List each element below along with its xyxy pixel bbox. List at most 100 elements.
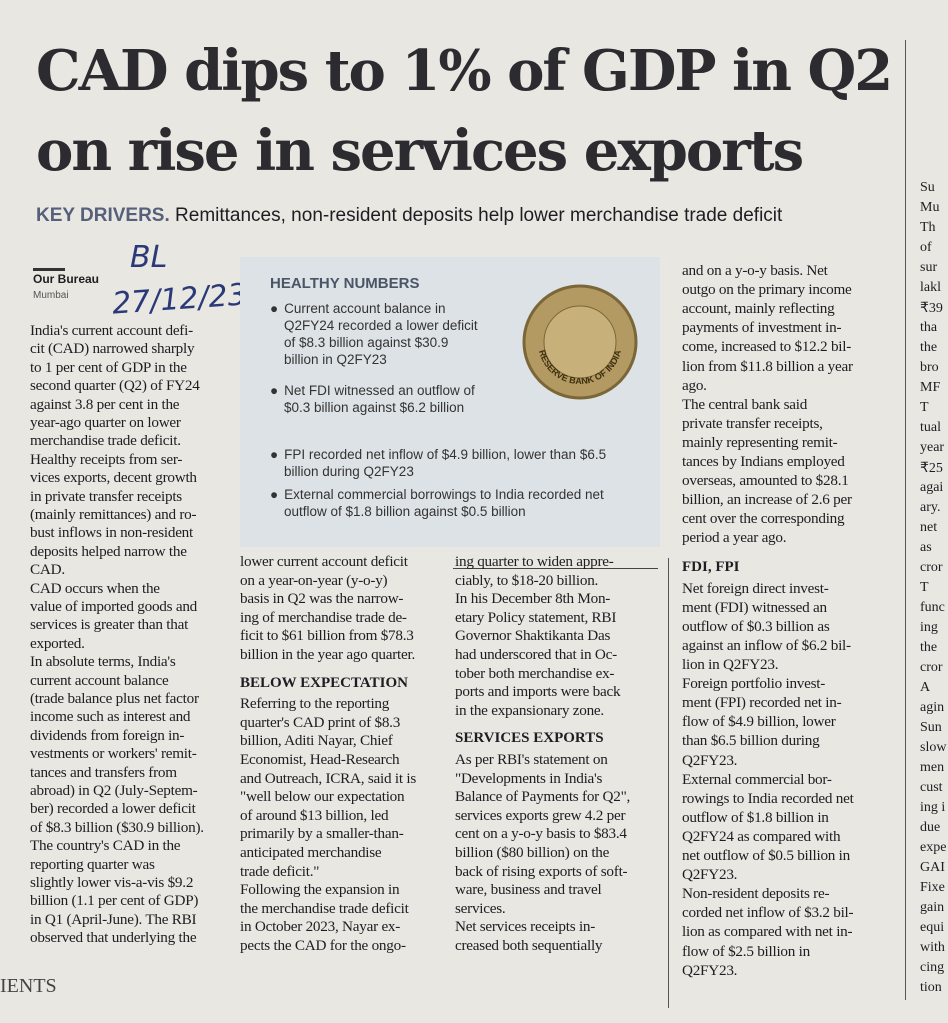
rbi-seal: RESERVE BANK OF INDIA bbox=[522, 284, 638, 400]
body-line: of $8.3 billion ($30.9 billion). bbox=[30, 818, 204, 836]
body-line: slightly lower vis-a-vis $9.2 bbox=[30, 874, 194, 891]
body-line: the merchandise trade deficit bbox=[240, 899, 409, 917]
body-line: External commercial bor- bbox=[682, 770, 832, 788]
body-line: ports and imports were back bbox=[455, 683, 621, 701]
body-line: billion (1.1 per cent of GDP) bbox=[30, 892, 199, 910]
body-line: dividends from foreign in- bbox=[30, 726, 185, 744]
subheading: SERVICES EXPORTS bbox=[455, 730, 604, 747]
box-bullet: ● Net FDI witnessed an outflow of $0.3 bi… bbox=[270, 383, 475, 415]
body-line: Balance of Payments for Q2", bbox=[455, 788, 631, 806]
body-line: CAD. bbox=[30, 561, 65, 579]
next-column-fragment: the bbox=[920, 340, 938, 355]
body-line: ficit to $61 billion from $78.3 bbox=[240, 627, 414, 645]
deck-line: KEY DRIVERS. Remittances, non-resident d… bbox=[36, 205, 782, 227]
body-line: payments of investment in- bbox=[682, 319, 842, 337]
next-column-fragment: with bbox=[920, 940, 945, 955]
body-line: had underscored that in Oc- bbox=[455, 646, 617, 663]
next-column-fragment: expe bbox=[920, 840, 947, 855]
next-column-fragment: of bbox=[920, 240, 932, 255]
body-line: tober both merchandise ex- bbox=[455, 664, 615, 682]
body-line: cit (CAD) narrowed sharply bbox=[30, 340, 195, 358]
body-line: overseas, amounted to $28.1 bbox=[682, 472, 849, 490]
body-line: billion, an increase of 2.6 per bbox=[682, 491, 852, 509]
body-line: year-ago quarter on lower bbox=[30, 414, 181, 431]
next-column-fragment: as bbox=[920, 540, 932, 555]
body-line: flow of $2.5 billion in bbox=[682, 942, 810, 960]
body-line: outflow of $1.8 billion in bbox=[682, 808, 829, 826]
body-line: "Developments in India's bbox=[455, 769, 603, 787]
next-column-fragment: year bbox=[920, 440, 945, 455]
body-line: and Outreach, ICRA, said it is bbox=[240, 769, 416, 787]
next-column-fragment: ₹39 bbox=[920, 301, 943, 316]
body-line: basis in Q2 was the narrow- bbox=[240, 590, 404, 608]
body-line: income such as interest and bbox=[30, 708, 191, 726]
next-column-fragment: T bbox=[920, 580, 929, 595]
next-column-fragment: tual bbox=[920, 420, 941, 435]
next-column-fragment: func bbox=[920, 600, 945, 615]
next-column-fragment: Mu bbox=[920, 200, 940, 215]
box-title: HEALTHY NUMBERS bbox=[270, 275, 420, 292]
body-line: Q2FY23. bbox=[682, 751, 738, 769]
body-line: flow of $4.9 billion, lower bbox=[682, 713, 836, 731]
next-column-fragment: ₹25 bbox=[920, 461, 943, 476]
body-line: services. bbox=[455, 899, 506, 917]
next-column-fragment: Sun bbox=[920, 720, 942, 735]
body-line: account, mainly reflecting bbox=[682, 300, 835, 318]
next-column-fragment: cror bbox=[920, 560, 943, 575]
body-line: ment (FDI) witnessed an bbox=[682, 598, 827, 616]
body-line: ber) recorded a lower deficit bbox=[30, 800, 196, 818]
next-column-fragment: Th bbox=[920, 220, 936, 235]
body-line: India's current account defi- bbox=[30, 322, 193, 339]
next-column-fragment: GAI bbox=[920, 860, 945, 875]
deck: Remittances, non-resident deposits help … bbox=[175, 205, 783, 226]
column-rule bbox=[668, 558, 669, 1008]
body-line: billion, Aditi Nayar, Chief bbox=[240, 732, 393, 750]
next-column-fragment: the bbox=[920, 640, 938, 655]
next-column-fragment: men bbox=[920, 760, 945, 775]
handwriting: 27/12/23 bbox=[110, 277, 248, 322]
body-line: (mainly remittances) and ro- bbox=[30, 506, 197, 523]
body-line: against 3.8 per cent in the bbox=[30, 395, 180, 413]
body-line: outflow of $0.3 billion as bbox=[682, 617, 830, 635]
next-column-fragment: MF bbox=[920, 380, 941, 395]
next-column-fragment: A bbox=[920, 680, 931, 695]
box-bullet: ● Current account balance in Q2FY24 recor… bbox=[270, 301, 478, 367]
body-line: Q2FY24 as compared with bbox=[682, 827, 841, 845]
next-column-fragment: bro bbox=[920, 360, 939, 375]
rule bbox=[453, 568, 658, 569]
headline: CAD dips to 1% of GDP in Q2 bbox=[36, 38, 893, 104]
body-line: etary Policy statement, RBI bbox=[455, 608, 617, 626]
body-line: ware, business and travel bbox=[455, 881, 602, 899]
bullet-dot: ● bbox=[270, 383, 279, 398]
body-line: pects the CAD for the ongo- bbox=[240, 937, 406, 954]
body-line: Following the expansion in bbox=[240, 881, 400, 899]
body-line: in private transfer receipts bbox=[30, 487, 182, 505]
body-line: Governor Shaktikanta Das bbox=[455, 627, 611, 645]
body-line: services is greater than that bbox=[30, 616, 189, 634]
next-column-fragment: slow bbox=[920, 740, 947, 755]
body-line: Net foreign direct invest- bbox=[682, 579, 829, 597]
body-line: corded net inflow of $3.2 bil- bbox=[682, 904, 854, 922]
body-line: CAD occurs when the bbox=[30, 579, 160, 597]
body-line: (trade balance plus net factor bbox=[30, 690, 199, 707]
byline: Our Bureau bbox=[33, 272, 100, 286]
next-column-fragment: net bbox=[920, 520, 938, 535]
body-line: outgo on the primary income bbox=[682, 281, 852, 299]
next-column-fragment: Su bbox=[920, 180, 935, 195]
body-line: deposits helped narrow the bbox=[30, 542, 187, 560]
body-line: anticipated merchandise bbox=[240, 844, 382, 861]
next-column-fragment: gain bbox=[920, 900, 945, 915]
body-line: Economist, Head-Research bbox=[240, 751, 400, 768]
body-line: The country's CAD in the bbox=[30, 837, 181, 855]
body-line: primarily by a smaller-than- bbox=[240, 825, 404, 843]
body-line: merchandise trade deficit. bbox=[30, 432, 181, 450]
next-column-fragment: equi bbox=[920, 920, 945, 935]
next-column-fragment: cror bbox=[920, 660, 943, 675]
body-line: in the expansionary zone. bbox=[455, 701, 604, 719]
next-column-fragment: ary. bbox=[920, 500, 941, 515]
bullet-dot: ● bbox=[270, 447, 279, 462]
body-line: value of imported goods and bbox=[30, 598, 198, 615]
next-column-fragment: ing i bbox=[920, 800, 946, 815]
body-line: back of rising exports of soft- bbox=[455, 862, 628, 880]
rule bbox=[33, 268, 65, 271]
